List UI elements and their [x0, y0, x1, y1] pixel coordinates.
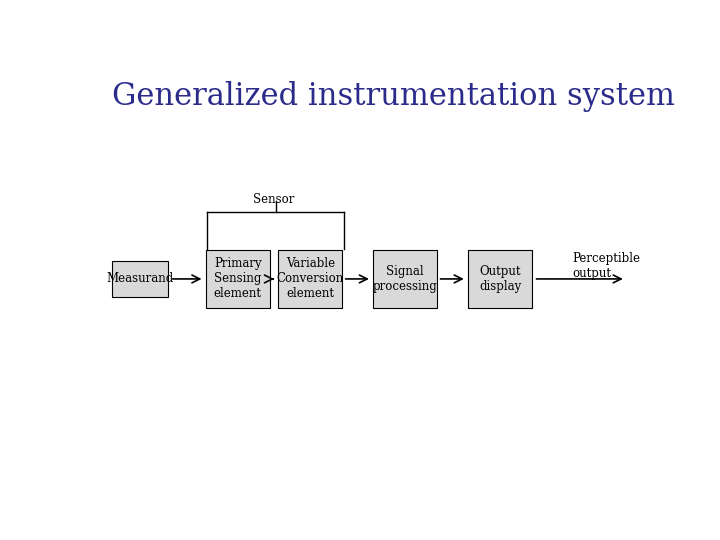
FancyBboxPatch shape [279, 250, 343, 308]
Text: Signal
processing: Signal processing [373, 265, 438, 293]
FancyBboxPatch shape [112, 261, 168, 296]
Text: Output
display: Output display [479, 265, 521, 293]
Text: Perceptible
output: Perceptible output [572, 253, 641, 280]
Text: Primary
Sensing
element: Primary Sensing element [214, 258, 262, 300]
Text: Generalized instrumentation system: Generalized instrumentation system [112, 82, 675, 112]
Text: Sensor: Sensor [253, 193, 294, 206]
Text: Measurand: Measurand [107, 273, 174, 286]
Text: Variable
Conversion
element: Variable Conversion element [276, 258, 344, 300]
FancyBboxPatch shape [468, 250, 532, 308]
FancyBboxPatch shape [373, 250, 437, 308]
FancyBboxPatch shape [206, 250, 270, 308]
